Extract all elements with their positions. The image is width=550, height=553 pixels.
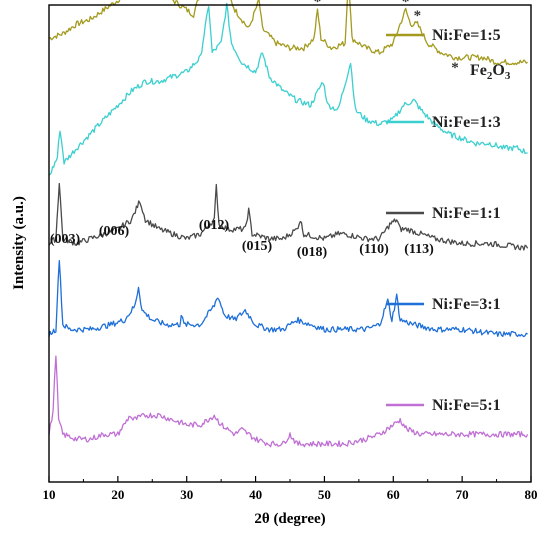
reflection-label-6: (113)	[404, 242, 434, 257]
series-line-1	[48, 2, 528, 176]
legend-label-4: Ni:Fe=5:1	[432, 397, 501, 414]
reflection-label-2: (012)	[199, 218, 230, 233]
legend-label-2: Ni:Fe=1:1	[432, 205, 501, 222]
x-tick-label-2: 30	[180, 487, 193, 502]
legend-label-1: Ni:Fe=1:3	[432, 114, 501, 131]
y-axis-title: Intensity (a.u.)	[11, 196, 27, 290]
x-tick-label-5: 60	[387, 487, 400, 502]
series-layer	[48, 0, 529, 448]
phase-legend-symbol: *	[451, 60, 459, 76]
x-axis: 10 20 30 40 50 60 70 80	[43, 476, 538, 502]
x-tick-label-0: 10	[43, 487, 56, 502]
x-tick-label-3: 40	[249, 487, 262, 502]
legend-layer: Ni:Fe=1:5 Ni:Fe=1:3 Ni:Fe=1:1 Ni:Fe=3:1 Ni:F…	[386, 27, 511, 414]
x-tick-label-1: 20	[111, 487, 124, 502]
series-line-4	[48, 355, 529, 448]
reflection-label-3: (015)	[242, 239, 273, 254]
legend-label-0: Ni:Fe=1:5	[432, 27, 501, 44]
x-tick-label-6: 70	[456, 487, 469, 502]
x-tick-label-7: 80	[525, 487, 538, 502]
reflection-label-0: (003)	[50, 232, 81, 247]
series-line-2	[48, 182, 529, 251]
series-line-0	[48, 0, 528, 66]
legend-label-3: Ni:Fe=3:1	[432, 296, 501, 313]
x-axis-title: 2θ (degree)	[254, 511, 325, 527]
reflection-label-4: (018)	[297, 245, 328, 260]
series-line-3	[48, 260, 528, 338]
x-tick-label-4: 50	[318, 487, 331, 502]
reflection-label-5: (110)	[359, 242, 389, 257]
phase-legend-label: Fe2O3	[470, 62, 511, 82]
reflection-label-1: (006)	[99, 224, 130, 239]
phase-marker-6: *	[414, 8, 422, 24]
